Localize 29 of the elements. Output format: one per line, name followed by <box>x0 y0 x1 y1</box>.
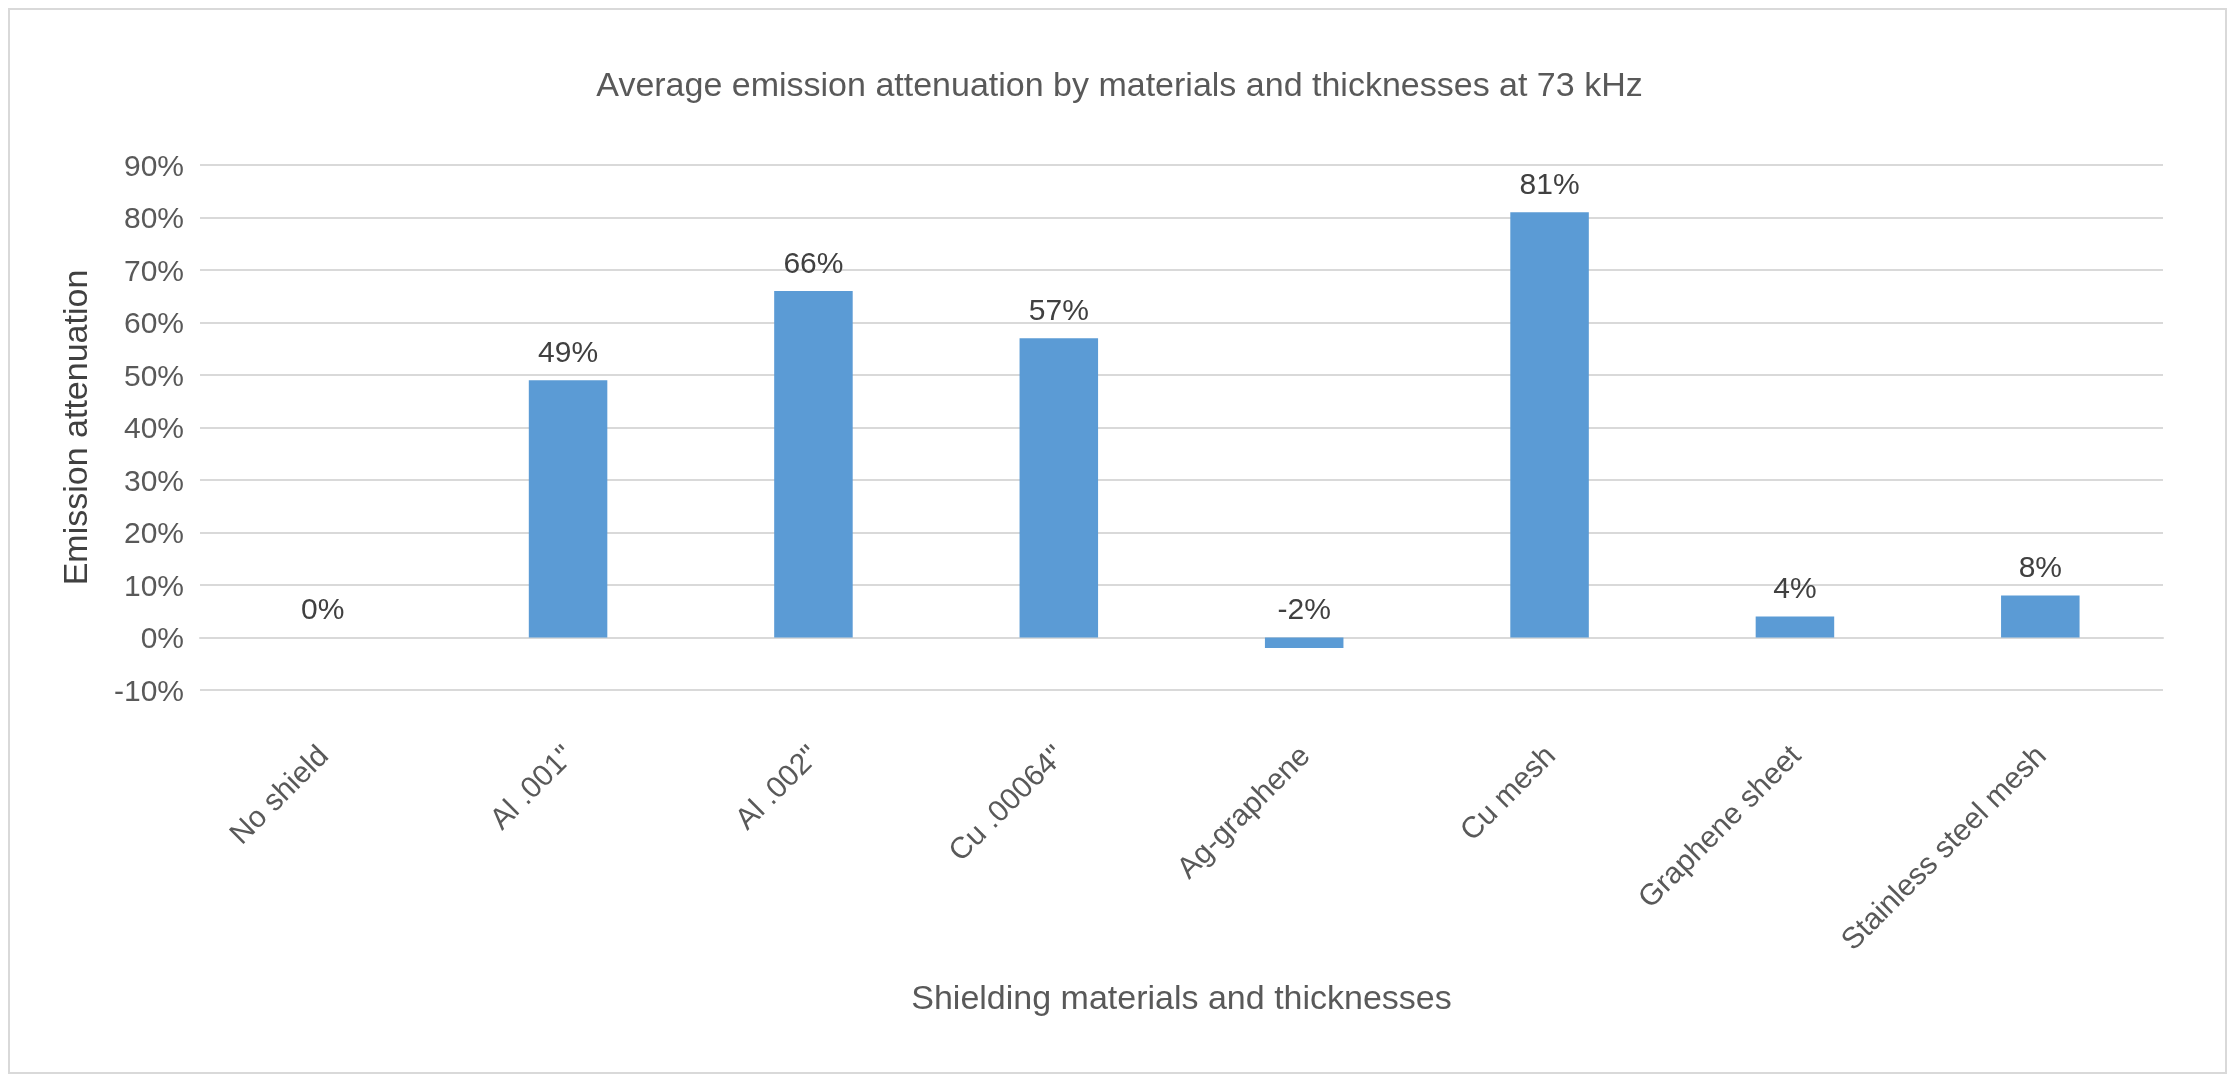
data-label: 66% <box>783 245 844 279</box>
data-label: 8% <box>2018 550 2062 583</box>
y-tick-label: 10% <box>123 568 184 602</box>
y-tick-label: 80% <box>123 201 184 234</box>
data-label: 49% <box>538 334 599 368</box>
y-tick-label: 40% <box>123 411 184 444</box>
data-label: -2% <box>1277 592 1331 625</box>
data-label: 57% <box>1028 292 1089 326</box>
y-axis-title: Emission attenuation <box>56 269 94 586</box>
y-tick-label: -10% <box>113 673 184 707</box>
y-tick-label: 90% <box>123 148 184 182</box>
bar <box>528 380 608 638</box>
bar <box>1264 637 1344 648</box>
y-tick-label: 70% <box>123 253 184 287</box>
data-label: 0% <box>301 592 345 625</box>
y-tick-label: 30% <box>123 463 184 497</box>
data-label: 4% <box>1773 571 1817 604</box>
data-label: 81% <box>1519 166 1580 200</box>
bar <box>2001 595 2080 638</box>
y-tick-label: 50% <box>123 358 184 392</box>
bar <box>1755 616 1835 638</box>
y-tick-label: 60% <box>123 306 184 339</box>
chart-title: Average emission attenuation by materials and thicknesses at 73 kHz <box>596 65 1643 103</box>
y-tick-label: 20% <box>123 516 184 549</box>
y-tick-label: 0% <box>140 621 184 654</box>
x-axis-title: Shielding materials and thicknesses <box>911 978 1452 1016</box>
bar <box>1510 212 1589 638</box>
bar <box>774 291 853 638</box>
bar <box>1019 338 1099 638</box>
